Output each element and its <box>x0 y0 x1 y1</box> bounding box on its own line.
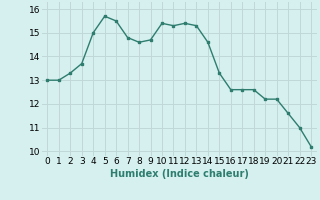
X-axis label: Humidex (Indice chaleur): Humidex (Indice chaleur) <box>110 169 249 179</box>
